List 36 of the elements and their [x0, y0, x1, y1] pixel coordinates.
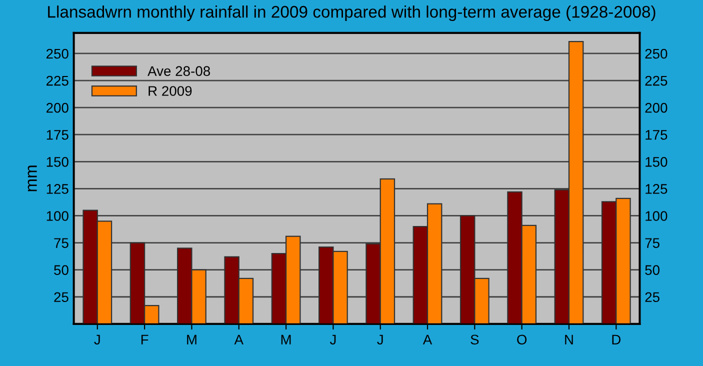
y-tick-label: 150 — [46, 156, 68, 167]
x-tick-label: M — [187, 334, 196, 344]
legend-label: R 2009 — [148, 86, 192, 96]
x-tick-label: M — [281, 334, 291, 344]
y2-tick-label: 225 — [645, 76, 668, 86]
x-tick-label: A — [422, 334, 432, 344]
y-tick-label: 225 — [46, 76, 68, 86]
x-tick-label: A — [234, 334, 244, 344]
x-tick-label: F — [141, 334, 148, 344]
y2-tick-label: 125 — [646, 184, 668, 194]
y-tick-label: 125 — [46, 184, 68, 194]
x-tick-label: S — [470, 334, 479, 345]
y-tick-label: 250 — [46, 48, 68, 59]
x-tick-label: N — [565, 334, 573, 344]
x-tick-label: J — [330, 334, 336, 345]
y2-tick-label: 75 — [645, 238, 660, 248]
y2-tick-label: 50 — [645, 265, 660, 275]
y2-tick-label: 175 — [646, 130, 668, 140]
y-tick-label: 75 — [54, 238, 68, 248]
y-tick-label: 175 — [46, 130, 68, 140]
y-tick-label: 100 — [46, 211, 68, 221]
chart-title: Llansadwrn monthly rainfall in 2009 compared with long-term average (1928-2008) — [48, 5, 656, 22]
y-axis-title: mm — [28, 166, 37, 192]
y-tick-label: 25 — [54, 292, 68, 302]
legend-label: Ave 28-08 — [148, 66, 210, 76]
x-tick-label: O — [517, 334, 527, 345]
x-tick-label: J — [94, 334, 100, 345]
y2-tick-label: 25 — [645, 292, 660, 302]
y-tick-label: 200 — [46, 102, 68, 113]
y2-tick-label: 100 — [646, 211, 668, 221]
y2-tick-label: 150 — [646, 156, 668, 167]
y2-tick-label: 250 — [645, 48, 668, 59]
y2-tick-label: 200 — [645, 102, 668, 113]
x-tick-label: D — [612, 334, 620, 344]
x-tick-label: J — [377, 334, 383, 345]
y-tick-label: 50 — [54, 265, 68, 275]
